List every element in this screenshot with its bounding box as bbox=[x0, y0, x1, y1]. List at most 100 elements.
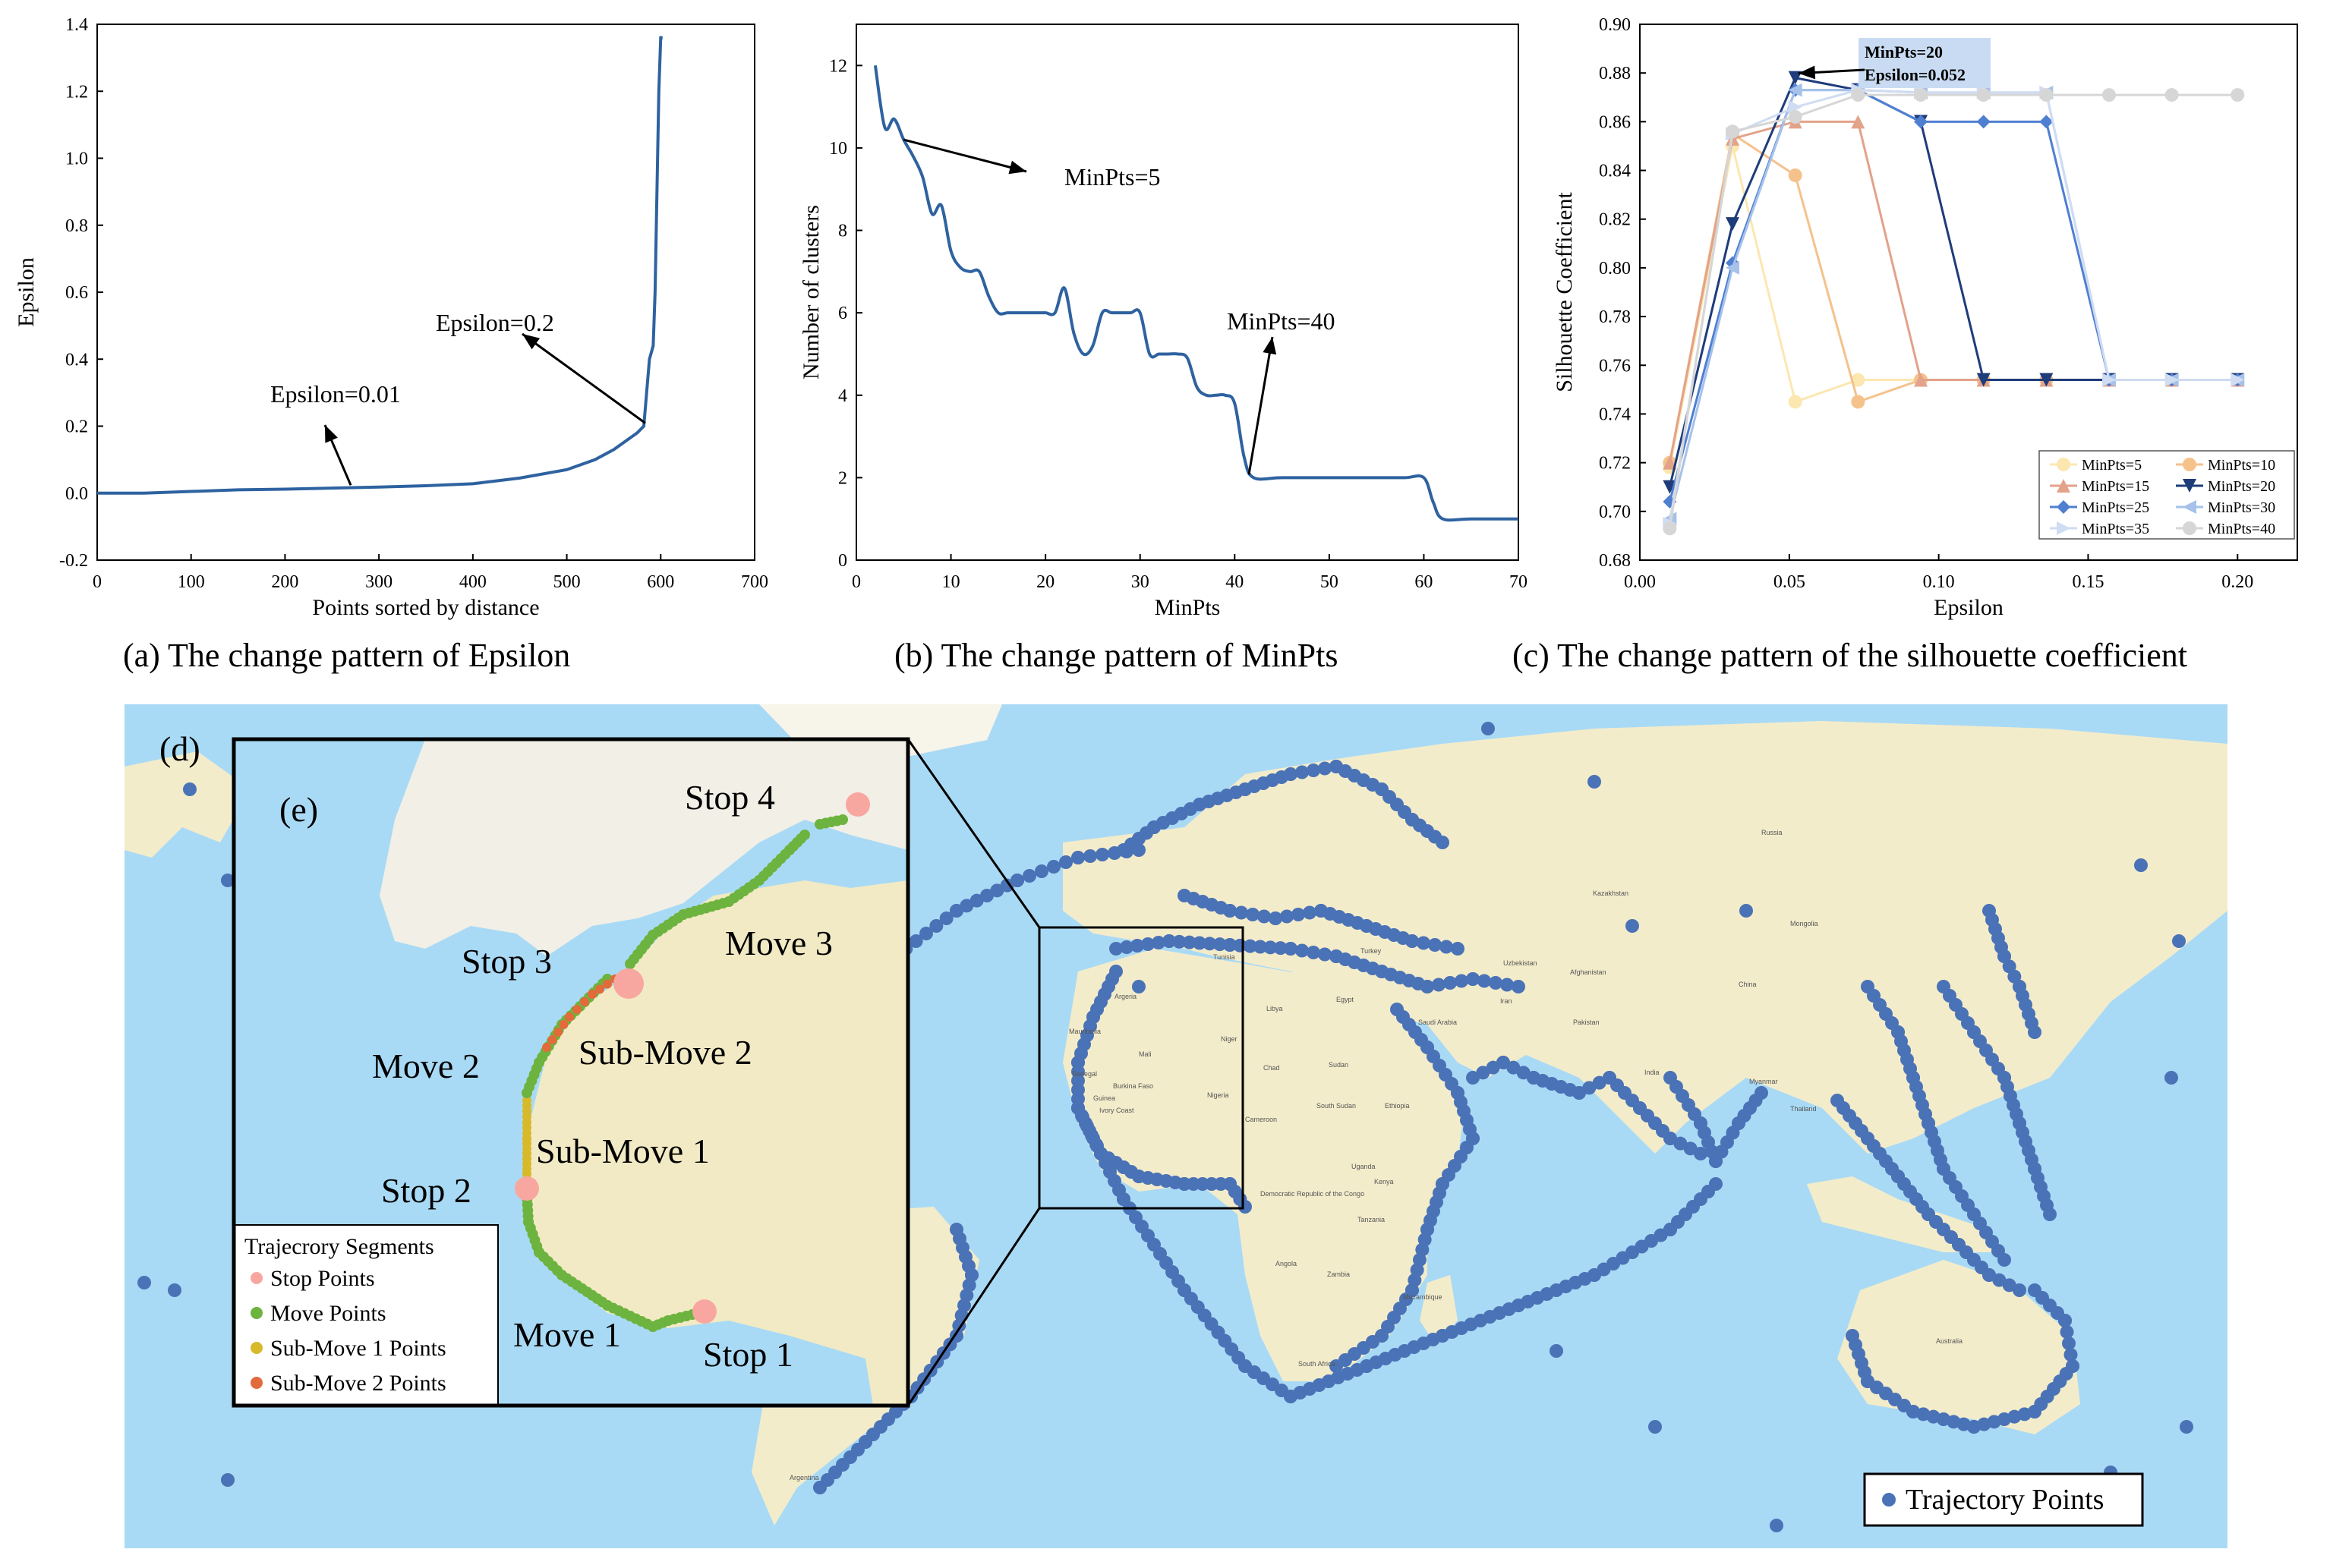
chart-a: 0 100 200 300 400 500 600 700 -0.2 0.0 0.2 0.4 0.6 0.… bbox=[14, 15, 768, 620]
trajectory-point bbox=[980, 889, 994, 902]
y-tick-label: 4 bbox=[838, 386, 847, 406]
country-label: South Sudan bbox=[1316, 1102, 1356, 1110]
trajectory-point bbox=[1047, 860, 1061, 874]
legend-sub1-marker bbox=[251, 1342, 263, 1354]
trajectory-point bbox=[1709, 1177, 1723, 1191]
series-marker bbox=[1663, 455, 1677, 470]
land-madagascar bbox=[1420, 1275, 1458, 1343]
trajectory-point bbox=[1059, 855, 1073, 869]
annotation-minpts5: MinPts=5 bbox=[1064, 163, 1161, 190]
trajectory-point bbox=[1162, 934, 1176, 948]
series-line bbox=[1668, 89, 2238, 502]
trajectory-point bbox=[1132, 980, 1146, 993]
inset-map: (e) Stop 4 Move 3 Stop 3 Move 2 Sub-Move… bbox=[232, 737, 910, 1408]
world-map: Argeria Mauritania Mali Niger Burkina Faso Ni… bbox=[125, 704, 2227, 1548]
trajectory-point bbox=[1295, 765, 1309, 779]
chart-c: 0.00 0.05 0.10 0.15 0.20 0.68 0.70 0.72 0.74 0.76… bbox=[1552, 15, 2295, 620]
series-marker bbox=[2164, 373, 2179, 387]
y-axis-label: Silhouette Coefficient bbox=[1552, 192, 1577, 392]
series-marker bbox=[1663, 521, 1677, 536]
trajectory-point bbox=[1223, 938, 1237, 952]
x-tick-label: 10 bbox=[942, 572, 960, 592]
caption-b: (b) The change pattern of MinPts bbox=[894, 637, 1338, 674]
trajectory-point bbox=[1193, 936, 1206, 950]
map-legend-label: Trajectory Points bbox=[1906, 1484, 2104, 1516]
trajectory-point bbox=[1120, 845, 1133, 858]
x-axis-label: MinPts bbox=[1155, 595, 1221, 620]
series-marker bbox=[2183, 479, 2196, 493]
series-minpts-15 bbox=[1663, 115, 2245, 470]
trajectory-point bbox=[1694, 1147, 1707, 1160]
sub-move-2-point bbox=[559, 1020, 569, 1029]
label-e: (e) bbox=[279, 790, 318, 829]
series-marker bbox=[2039, 373, 2054, 387]
trajectory-point bbox=[2002, 959, 2016, 974]
trajectory-point bbox=[1083, 849, 1097, 863]
y-tick-label: 0.76 bbox=[1599, 356, 1631, 376]
chart-c-frame bbox=[1639, 24, 2298, 561]
country-label: Mauritania bbox=[1069, 1028, 1101, 1035]
y-tick-label: 0.74 bbox=[1599, 405, 1631, 424]
y-tick-label: 1.4 bbox=[65, 15, 88, 35]
trajectory-point bbox=[1269, 912, 1282, 925]
trajectory-point bbox=[909, 934, 923, 948]
series-marker bbox=[2231, 373, 2245, 387]
country-label: Mali bbox=[1139, 1050, 1152, 1058]
trajectory-point bbox=[1212, 937, 1227, 952]
series-marker bbox=[1914, 115, 1928, 129]
series-marker bbox=[1726, 260, 1740, 275]
trajectory-point bbox=[1992, 1273, 2007, 1287]
legend-label: MinPts=40 bbox=[2208, 521, 2275, 537]
country-label: India bbox=[1644, 1069, 1660, 1076]
country-label: Kazakhstan bbox=[1593, 889, 1628, 897]
trajectory-point bbox=[1466, 1071, 1480, 1085]
trajectory-point bbox=[1512, 980, 1525, 993]
trajectory-point bbox=[2134, 858, 2148, 872]
stop-2-label: Stop 2 bbox=[381, 1171, 471, 1210]
trajectory-point bbox=[2002, 1278, 2016, 1292]
trajectory-point bbox=[1263, 940, 1278, 955]
trajectory-point bbox=[1550, 1344, 1563, 1358]
legend-move-label: Move Points bbox=[270, 1301, 386, 1326]
trajectory-point bbox=[1489, 976, 1502, 990]
trajectory-point bbox=[1223, 904, 1237, 918]
x-tick-label: 0.00 bbox=[1624, 572, 1656, 592]
x-tick-label: 30 bbox=[1131, 572, 1149, 592]
legend-stop-marker bbox=[251, 1272, 263, 1284]
y-tick-label: 0.0 bbox=[65, 484, 88, 504]
series-minpts-25 bbox=[1663, 83, 2245, 508]
x-tick-label: 0.10 bbox=[1923, 572, 1955, 592]
inset-legend-box bbox=[233, 1224, 499, 1406]
trajectory-point bbox=[1318, 761, 1332, 776]
trajectory-point bbox=[990, 883, 1004, 898]
trajectory-point bbox=[137, 1276, 151, 1289]
trajectory-point bbox=[2007, 969, 2022, 984]
y-tick-label: 0.6 bbox=[65, 283, 88, 303]
inset-land-europe bbox=[380, 739, 908, 956]
trajectory-point bbox=[221, 1473, 235, 1487]
inset-land-africa bbox=[524, 880, 908, 1406]
series-marker bbox=[2102, 88, 2117, 102]
x-tick-label: 40 bbox=[1225, 572, 1244, 592]
trajectory-point bbox=[1238, 1200, 1252, 1214]
y-tick-label: 6 bbox=[838, 304, 847, 323]
trajectory-point bbox=[1770, 1519, 1783, 1532]
inset-frame bbox=[232, 737, 910, 1408]
sub-move-2-point bbox=[572, 1005, 582, 1014]
trajectory-point bbox=[1120, 940, 1133, 954]
trajectory-point bbox=[1436, 836, 1449, 849]
trajectory-point bbox=[1295, 943, 1309, 958]
series-marker bbox=[1976, 373, 1991, 387]
annotation-arrow-eps001-head bbox=[325, 425, 338, 443]
series-marker bbox=[1788, 83, 1802, 97]
trajectory-point bbox=[1071, 851, 1085, 864]
series-marker bbox=[2183, 521, 2196, 535]
trajectory-point bbox=[1284, 942, 1297, 956]
legend-sub2-marker bbox=[251, 1377, 263, 1389]
country-label: China bbox=[1739, 981, 1757, 988]
zoom-box bbox=[1038, 926, 1244, 1210]
series-marker bbox=[2057, 458, 2070, 471]
y-tick-label: 10 bbox=[829, 139, 847, 159]
legend-box bbox=[2038, 450, 2295, 540]
trajectory-point bbox=[1203, 937, 1217, 951]
